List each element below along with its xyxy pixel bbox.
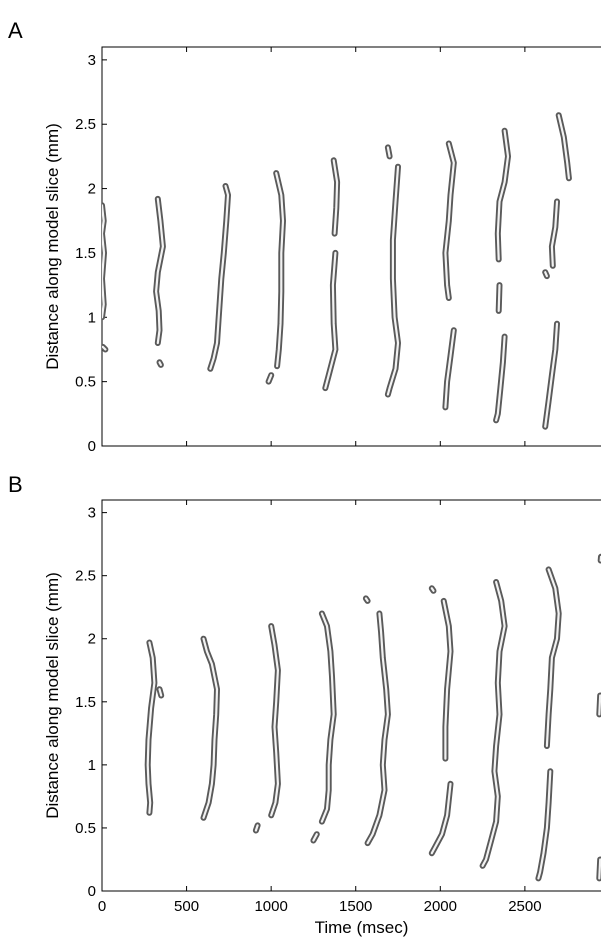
wavefront	[102, 202, 109, 353]
panel-letter: A	[8, 18, 23, 43]
wavefront-contour-core	[155, 197, 164, 345]
y-tick-label: 2	[88, 631, 96, 648]
wavefront	[144, 639, 165, 816]
y-tick-label: 0.5	[75, 820, 96, 837]
wavefront-contour-core	[324, 251, 337, 390]
x-tick-label: 2500	[508, 898, 541, 915]
x-tick-label: 1000	[254, 898, 287, 915]
y-tick-label: 2.5	[75, 568, 96, 585]
x-tick-label: 500	[174, 898, 199, 915]
wavefront-contour-core	[544, 271, 548, 278]
wavefront-contour-core	[557, 114, 570, 180]
wavefront-contour-core	[430, 587, 435, 592]
wavefront-contour-core	[267, 374, 273, 383]
y-tick-label: 0	[88, 883, 96, 900]
wavefront-contour-core	[495, 335, 506, 422]
wavefront-contour-core	[275, 172, 285, 368]
y-axis-label: Distance along model slice (mm)	[43, 123, 62, 370]
wavefront-contour-core	[209, 184, 230, 370]
wavefront	[252, 623, 281, 834]
y-tick-label: 3	[88, 52, 96, 69]
wavefront-contour-core	[158, 361, 162, 366]
wavefront-contour-core	[312, 833, 318, 842]
wavefront-contour	[428, 780, 454, 857]
x-tick-label: 1500	[339, 898, 372, 915]
wavefront-contour-core	[146, 641, 156, 814]
wavefront-contour-core	[254, 824, 259, 832]
wavefront-contour-core	[102, 345, 107, 351]
wavefront	[362, 595, 391, 847]
wavefront	[310, 610, 337, 844]
wavefront-contour-core	[481, 580, 506, 867]
wavefront	[322, 157, 341, 392]
y-tick-label: 3	[88, 505, 96, 522]
wavefront-contour-core	[366, 612, 389, 845]
panel-letter: B	[8, 472, 23, 497]
wavefront	[200, 635, 220, 821]
plot-area	[102, 112, 572, 430]
wavefront-contour-core	[332, 159, 339, 235]
wavefront-contour-core	[386, 146, 391, 158]
y-axis-label: Distance along model slice (mm)	[43, 572, 62, 819]
wavefront-contour-core	[545, 568, 560, 748]
wavefront-contour-core	[364, 597, 369, 602]
panel-b: B 0 0.5 1 1.5 2 2.5 3 0 500 1000 1500 2000 2500 Distan…	[8, 472, 601, 937]
wavefront-contour-core	[158, 688, 163, 697]
wavefront-contour-core	[497, 284, 501, 312]
x-tick-label: 0	[98, 898, 106, 915]
wavefront-contour-core	[386, 165, 400, 396]
y-tick-label: 1	[88, 309, 96, 326]
panel-a: A 0 0.5 1 1.5 2 2.5 3 Distance along model slice…	[8, 18, 601, 455]
x-axis-label: Time (msec)	[315, 918, 409, 937]
wavefront-contour-core	[442, 599, 452, 760]
wavefront-contour-core	[598, 858, 601, 880]
wavefront	[493, 127, 511, 424]
wavefront-contour-core	[270, 625, 279, 817]
wavefront-contour-core	[496, 129, 510, 261]
plot-area	[144, 553, 601, 882]
wavefront	[542, 112, 572, 430]
y-tick-label: 0	[88, 438, 96, 455]
wavefront	[384, 144, 401, 398]
wavefront-contour	[479, 579, 508, 869]
wavefront-contour-core	[550, 200, 559, 267]
wavefront	[442, 140, 457, 411]
axes-frame	[101, 46, 601, 447]
wavefront-contour-core	[102, 204, 106, 319]
axes-frame	[101, 499, 601, 892]
y-tick-label: 1	[88, 757, 96, 774]
wavefront	[207, 183, 231, 372]
wavefront-contour-core	[598, 694, 601, 716]
y-tick-label: 2	[88, 181, 96, 198]
wavefront-contour-core	[202, 637, 219, 819]
y-tick-label: 1.5	[75, 694, 96, 711]
wavefront	[479, 579, 508, 869]
wavefront-contour-core	[444, 329, 455, 409]
wavefront	[265, 170, 286, 385]
y-tick-label: 2.5	[75, 116, 96, 133]
wavefront	[153, 195, 166, 368]
wavefront-contour-core	[537, 770, 552, 880]
wavefront-contour-core	[444, 142, 455, 300]
wavefront-contour-core	[320, 612, 335, 823]
wavefront-contour-core	[430, 782, 452, 855]
wavefront	[535, 566, 562, 882]
wavefront-contour	[207, 183, 231, 372]
x-tick-label: 2000	[424, 898, 457, 915]
y-tick-label: 0.5	[75, 374, 96, 391]
wavefront-contour-core	[544, 322, 559, 428]
y-tick-label: 1.5	[75, 245, 96, 262]
wavefront	[428, 585, 454, 857]
wavefront-contour	[364, 610, 391, 847]
